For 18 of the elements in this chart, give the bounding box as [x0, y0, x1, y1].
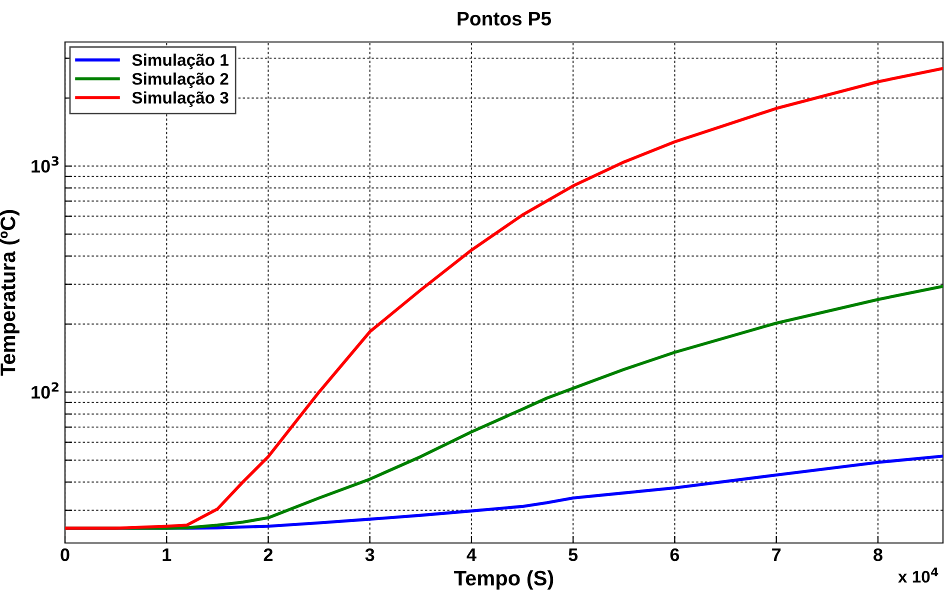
chart-title: Pontos P5 — [458, 12, 551, 26]
legend-label: Simulação 1 — [132, 54, 228, 70]
x-tick-label: 1 — [162, 548, 172, 561]
x-tick-label: 3 — [365, 548, 374, 562]
x-tick-label: 2 — [264, 548, 273, 561]
y-tick-label: 10$^{3}$ — [32, 156, 59, 173]
x-tick-label: 5 — [568, 548, 578, 562]
x-tick-label: 0 — [60, 548, 70, 562]
legend-label: Simulação 3 — [132, 91, 228, 107]
y-tick-label: 10$^{2}$ — [32, 382, 58, 399]
legend-label: Simulação 2 — [132, 72, 228, 88]
y-axis-title: Temperatura (ºC) — [0, 210, 20, 376]
x-tick-label: 6 — [670, 548, 680, 562]
x-tick-label: 7 — [772, 548, 781, 561]
x-axis-title: Tempo (S) — [454, 570, 554, 590]
x-tick-label: 8 — [874, 548, 882, 562]
text: x 10$^{4}$ — [898, 568, 938, 583]
x-tick-label: 4 — [466, 548, 476, 561]
